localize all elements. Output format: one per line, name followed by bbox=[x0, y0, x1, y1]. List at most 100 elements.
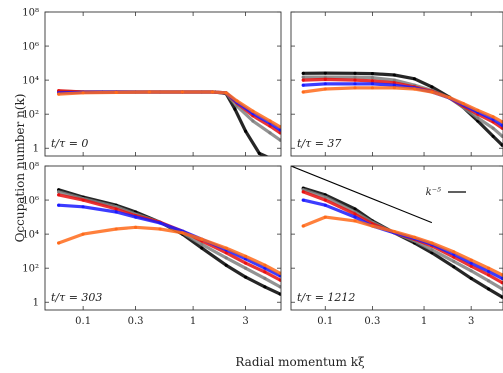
data-point bbox=[301, 71, 305, 75]
data-point bbox=[353, 82, 357, 86]
data-point bbox=[500, 126, 503, 130]
data-point bbox=[392, 73, 396, 77]
data-point bbox=[273, 159, 276, 162]
data-point bbox=[500, 295, 503, 299]
data-point bbox=[180, 231, 184, 235]
series-3 bbox=[57, 203, 281, 278]
data-point bbox=[244, 129, 248, 133]
data-point bbox=[244, 254, 248, 258]
data-point bbox=[491, 126, 495, 130]
data-point bbox=[452, 250, 456, 254]
y-axis-title: Occupation number n(k) bbox=[13, 94, 27, 243]
data-point bbox=[81, 91, 85, 95]
y-tick-label: 10⁸ bbox=[22, 162, 39, 173]
data-point bbox=[469, 261, 473, 265]
data-point bbox=[57, 190, 61, 194]
data-point bbox=[57, 241, 61, 245]
y-tick-label: 10⁸ bbox=[22, 8, 39, 19]
data-point bbox=[301, 78, 305, 82]
legend-label: k⁻⁵ bbox=[426, 187, 441, 198]
data-point bbox=[244, 266, 248, 270]
data-point bbox=[158, 221, 162, 225]
data-point bbox=[210, 90, 215, 94]
data-point bbox=[257, 151, 261, 155]
data-point bbox=[114, 210, 118, 214]
series-band bbox=[57, 90, 281, 132]
data-point bbox=[370, 79, 374, 83]
series-band bbox=[301, 86, 503, 124]
data-point bbox=[224, 263, 228, 267]
data-point bbox=[134, 215, 138, 219]
panel-top-right: t/τ = 37 bbox=[290, 11, 503, 157]
y-tick-label: 10² bbox=[22, 264, 39, 275]
panel-label: t/τ = 1212 bbox=[297, 291, 355, 304]
data-point bbox=[392, 86, 396, 90]
x-axis-title: Radial momentum kξ bbox=[235, 355, 365, 369]
plot-area bbox=[291, 166, 503, 299]
x-tick-label: 1 bbox=[421, 316, 427, 327]
series-band bbox=[57, 190, 281, 289]
data-point bbox=[147, 90, 151, 94]
data-point bbox=[392, 78, 396, 82]
series-0 bbox=[57, 188, 281, 296]
data-point bbox=[353, 78, 357, 82]
data-point bbox=[500, 123, 503, 127]
data-point bbox=[134, 225, 138, 229]
data-point bbox=[487, 287, 491, 291]
data-point bbox=[323, 77, 327, 81]
data-point bbox=[224, 251, 228, 255]
data-point bbox=[251, 119, 255, 123]
data-point bbox=[430, 90, 434, 94]
panel-frame bbox=[290, 11, 503, 157]
x-tick-label: 3 bbox=[468, 316, 474, 327]
data-point bbox=[244, 275, 248, 279]
data-point bbox=[200, 246, 204, 250]
data-point bbox=[278, 138, 281, 142]
data-point bbox=[491, 134, 495, 138]
data-point bbox=[278, 125, 281, 129]
data-point bbox=[81, 232, 85, 236]
data-point bbox=[353, 207, 357, 211]
panel-frame bbox=[44, 11, 282, 157]
data-point bbox=[392, 83, 396, 87]
y-tick-label: 1 bbox=[33, 298, 39, 309]
data-point bbox=[263, 270, 267, 274]
data-point bbox=[278, 128, 281, 132]
data-point bbox=[158, 227, 162, 231]
x-tick-label: 0.1 bbox=[75, 316, 91, 327]
data-point bbox=[224, 256, 228, 260]
data-point bbox=[353, 71, 357, 75]
data-point bbox=[301, 75, 305, 79]
data-point bbox=[57, 203, 61, 207]
data-point bbox=[263, 263, 267, 267]
series-1 bbox=[57, 190, 281, 289]
series-3 bbox=[57, 90, 281, 132]
data-point bbox=[263, 285, 267, 289]
series-4 bbox=[57, 225, 281, 275]
series-band bbox=[57, 89, 270, 156]
data-point bbox=[323, 215, 327, 219]
data-point bbox=[114, 90, 118, 94]
data-point bbox=[278, 131, 281, 135]
data-point bbox=[487, 266, 491, 270]
data-point bbox=[370, 76, 374, 80]
data-point bbox=[301, 83, 305, 87]
data-point bbox=[500, 143, 503, 147]
data-point bbox=[244, 261, 248, 265]
plot-area bbox=[57, 188, 281, 296]
data-point bbox=[323, 203, 327, 207]
data-point bbox=[370, 82, 374, 86]
data-point bbox=[487, 269, 491, 273]
data-point bbox=[487, 279, 491, 283]
series-4 bbox=[57, 90, 281, 129]
series-0 bbox=[57, 89, 276, 162]
panel-bottom-left: t/τ = 303 0.1 0.3 1 3 1 10² 10⁴ 10⁶ 10⁸ bbox=[22, 162, 282, 327]
x-tick-label: 0.1 bbox=[317, 316, 333, 327]
data-point bbox=[200, 242, 204, 246]
data-point bbox=[224, 246, 228, 250]
panel-bottom-right: k⁻⁵ t/τ = 1212 0.1 0.3 1 3 bbox=[290, 165, 503, 327]
data-point bbox=[114, 207, 118, 211]
series-band bbox=[301, 71, 503, 147]
data-point bbox=[500, 281, 503, 285]
x-tick-label: 1 bbox=[190, 316, 196, 327]
